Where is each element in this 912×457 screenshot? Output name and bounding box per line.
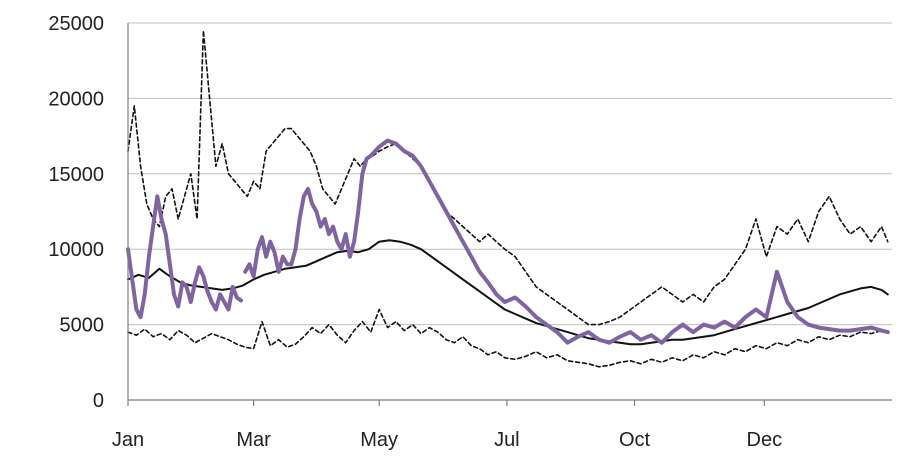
y-tick-label: 10000 bbox=[48, 239, 104, 261]
series-group bbox=[126, 29, 890, 368]
series-line-solid-black bbox=[127, 239, 889, 346]
y-tick-label: 25000 bbox=[48, 13, 104, 35]
series-line-purple-thick bbox=[126, 138, 890, 345]
tick-labels: 0 5000 10000 15000 20000 25000 Jan Mar May Jul Oct… bbox=[48, 13, 782, 451]
grid-lines bbox=[128, 22, 892, 326]
y-tick-label: 20000 bbox=[48, 88, 104, 110]
x-tick-label: May bbox=[360, 429, 398, 451]
series-line-dotted-lower bbox=[127, 308, 889, 368]
axes bbox=[127, 23, 892, 406]
y-tick-label: 15000 bbox=[48, 164, 104, 186]
x-tick-label: Jan bbox=[112, 429, 144, 451]
x-tick-label: Oct bbox=[619, 429, 651, 451]
x-tick-label: Jul bbox=[494, 429, 520, 451]
x-tick-label: Dec bbox=[747, 429, 783, 451]
x-tick-label: Mar bbox=[236, 429, 271, 451]
y-tick-label: 5000 bbox=[60, 315, 105, 337]
y-tick-label: 0 bbox=[93, 390, 104, 412]
